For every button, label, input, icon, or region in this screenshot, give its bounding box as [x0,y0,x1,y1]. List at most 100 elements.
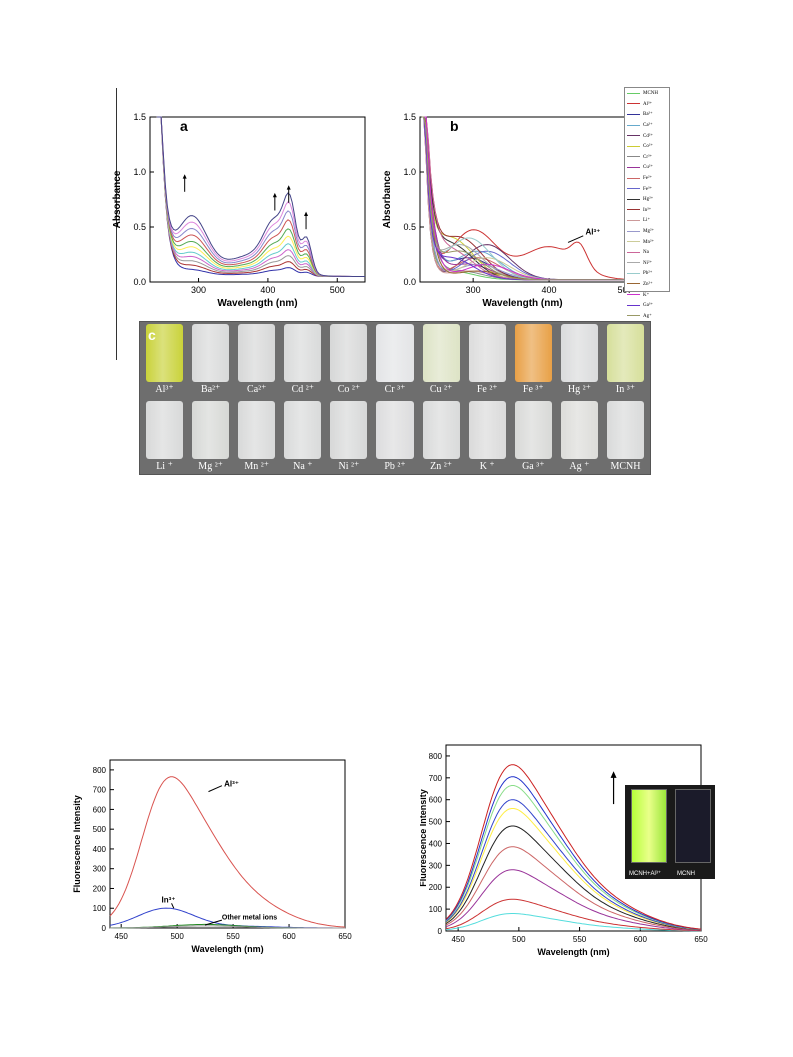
y-tick-label: 1.5 [133,112,146,122]
y-tick-label: 0.5 [133,222,146,232]
y-tick-label: 400 [93,845,107,854]
x-tick-label: 600 [282,932,296,941]
al-annotation-arrow [567,235,584,243]
y-tick-label: 200 [429,883,443,892]
vial-label: Cd ²⁺ [291,384,315,395]
vial-solution [376,401,414,459]
legend-label: Cu²⁺ [643,165,653,171]
vial-solution [284,324,322,382]
legend-label: Ag⁺ [643,313,652,319]
legend-entry: Cr³⁺ [625,152,669,163]
y-tick-label: 600 [429,796,443,805]
vial-solution [468,401,506,459]
y-tick-label: 800 [429,752,443,761]
photo-panel-label: c [148,327,156,343]
vial-solution [146,324,184,382]
y-axis-label: Absorbance [382,170,393,228]
legend-entry: Fe³⁺ [625,183,669,194]
legend-swatch [627,92,640,94]
vial-solution [468,324,506,382]
legend-label: Fe²⁺ [643,176,653,182]
y-axis-label: Fluorescence Intensity [420,789,428,887]
fluorescence-series-line [445,869,702,931]
fluorescence-series-line [445,799,702,930]
plot-frame [149,116,366,283]
other-annotation-arrow [204,919,223,926]
y-tick-label: 0 [438,927,443,936]
legend-entry: Fe²⁺ [625,173,669,184]
x-axis-label: Wavelength (nm) [191,944,263,954]
uv-lamp-inset-photo: MCNH+Al³⁺ MCNH [625,785,715,879]
legend-label: In³⁺ [643,207,652,213]
absorbance-series-line [421,116,625,280]
y-tick-label: 600 [93,805,107,814]
x-tick-label: 650 [338,932,352,941]
x-tick-label: 400 [542,285,557,295]
legend-label: Mg²⁺ [643,229,655,235]
legend-swatch [627,113,640,115]
legend-swatch [627,304,640,306]
vial-solution [146,401,184,459]
x-tick-label: 550 [573,935,587,944]
x-tick-label: 600 [634,935,648,944]
x-axis-label: Wavelength (nm) [537,947,609,957]
legend-entry: Al³⁺ [625,99,669,110]
plot-frame [109,759,346,929]
absorbance-series-line [421,116,625,281]
vial-solution [284,401,322,459]
x-tick-label: 300 [466,285,481,295]
legend-label: Ba²⁺ [643,112,653,118]
legend-entry: Ni²⁺ [625,258,669,269]
y-axis-label: Fluorescence Intensity [72,795,82,893]
legend-swatch [627,219,640,221]
in-annotation-arrow [171,903,175,909]
legend-swatch [627,166,640,168]
legend-entry: Pb²⁺ [625,268,669,279]
legend-label: Fe³⁺ [643,186,653,192]
fluorescence-series-line [445,785,702,930]
legend-label: Na [643,249,649,255]
inset-label-left: MCNH+Al³⁺ [629,871,662,877]
x-axis-label: Wavelength (nm) [217,298,297,309]
increase-arrow-head [610,771,617,778]
vial-label: Fe ²⁺ [476,384,498,395]
vial-label: Mg ²⁺ [198,461,223,472]
vial-label: Mn ²⁺ [244,461,270,472]
y-tick-label: 500 [93,825,107,834]
in-annotation: In³⁺ [161,896,175,905]
vial-solution [422,324,460,382]
vial-label: In ³⁺ [615,384,636,395]
legend-label: Hg²⁺ [643,197,654,203]
vial-label: Cu ²⁺ [429,384,453,395]
vial-photo: Al³⁺ Ba²⁺ Ca²⁺ Cd ²⁺ Co ²⁺ Cr ³⁺ Cu ²⁺ Fe ²⁺ Fe … [139,321,651,475]
vial-label: Zn ²⁺ [430,461,453,472]
fluorescence-series-line [445,846,702,931]
vial-label: Hg ²⁺ [567,384,591,395]
legend-label: Mn²⁺ [643,239,655,245]
tube-mcnh-al [631,789,667,863]
legend-entry: Cu²⁺ [625,162,669,173]
chart-b-legend: MCNH Al³⁺ Ba²⁺ Ca²⁺ Cd²⁺ Co²⁺ Cr³⁺ Cu²⁺ Fe²⁺ Fe³⁺… [624,87,670,319]
vial-solution [330,324,368,382]
vial-solution [238,401,276,459]
x-tick-label: 500 [170,932,184,941]
y-tick-label: 800 [93,766,107,775]
y-tick-label: 0.0 [403,277,416,287]
vial-label: Li ⁺ [156,461,173,472]
legend-entry: Ag⁺ [625,310,669,321]
y-axis-label: Absorbance [112,170,123,228]
legend-label: Cd²⁺ [643,133,653,139]
legend-label: Co²⁺ [643,144,653,150]
legend-label: MCNH [643,90,659,96]
y-tick-label: 1.5 [403,112,416,122]
x-tick-label: 500 [512,935,526,944]
legend-label: Zn²⁺ [643,281,653,287]
vial-solution [560,401,598,459]
al-annotation: Al³⁺ [224,780,239,789]
chart-e: 450 500 550 600 650 0 100 200 300 400 500 600 700 800… [420,744,708,957]
legend-entry: Ba²⁺ [625,109,669,120]
legend-entry: Cd²⁺ [625,130,669,141]
vial-label: Ca²⁺ [247,384,267,395]
legend-entry: Zn²⁺ [625,279,669,290]
y-tick-label: 0.5 [403,222,416,232]
